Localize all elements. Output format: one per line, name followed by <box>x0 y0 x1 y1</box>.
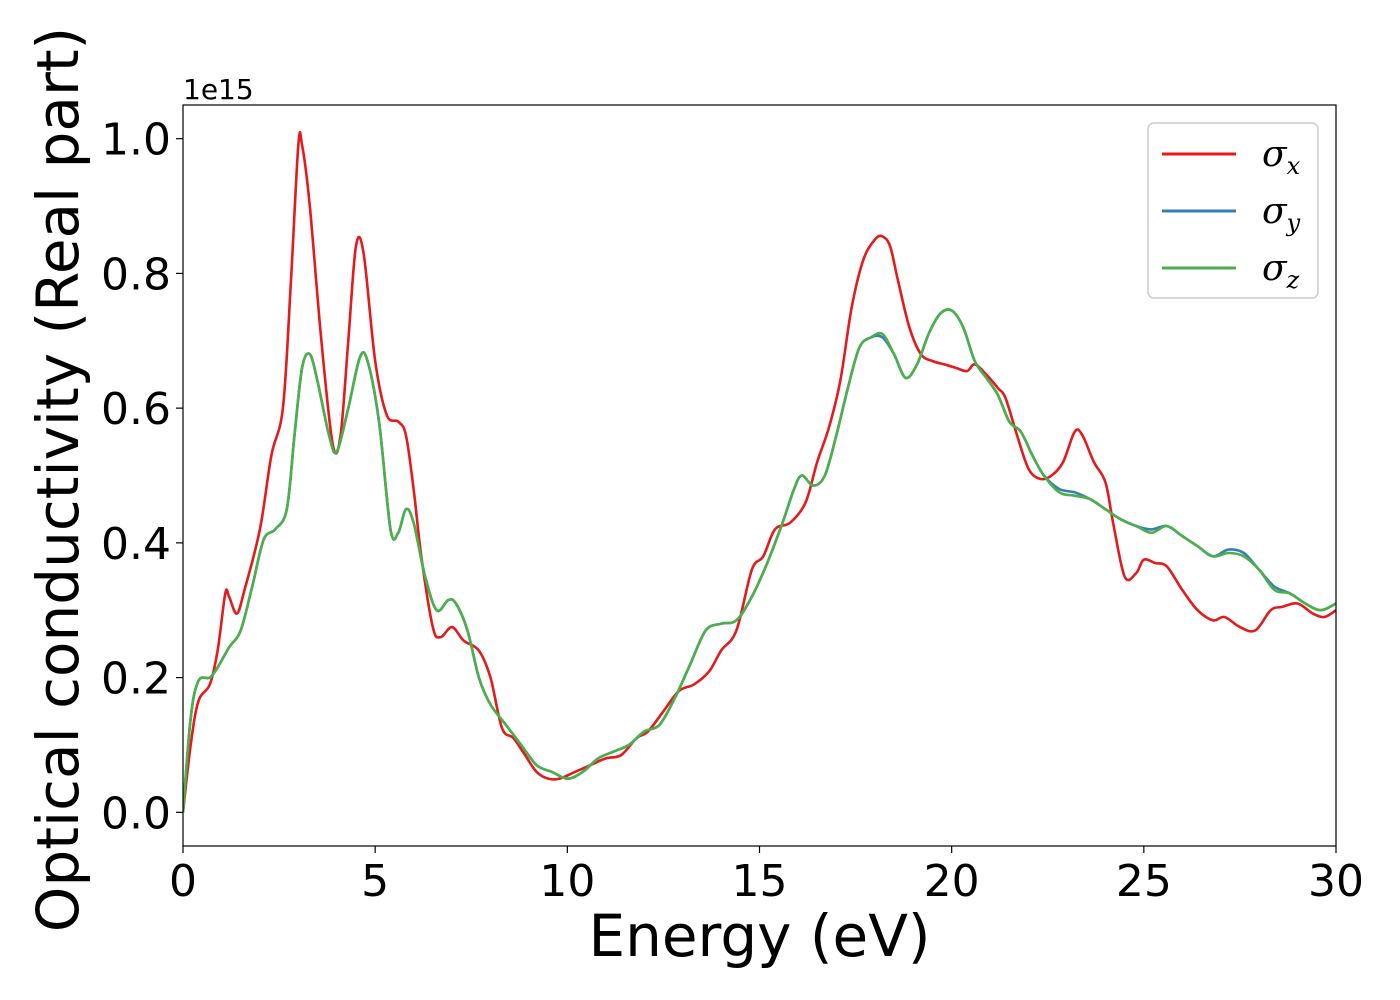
ticks-layer: 0 5 10 15 20 25 30 0.0 0.2 0.4 0.6 0.8 1.0 <box>101 115 1364 907</box>
y-axis-title: Optical conductivity (Real part) <box>24 27 92 932</box>
legend: σx σy σz <box>1147 122 1319 299</box>
legend-label-y: σy <box>1262 191 1301 237</box>
y-tick-label: 0.8 <box>101 249 171 300</box>
legend-label-z: σz <box>1262 248 1300 294</box>
x-tick-label: 10 <box>539 856 595 907</box>
legend-label-x: σx <box>1262 134 1301 180</box>
y-tick-label: 0.2 <box>101 654 171 705</box>
y-tick-label: 0.0 <box>101 788 171 839</box>
y-tick-label: 0.6 <box>101 384 171 435</box>
x-tick-label: 20 <box>924 856 980 907</box>
x-axis-title: Energy (eV) <box>588 902 930 970</box>
series-line-x <box>183 131 1336 813</box>
x-tick-label: 5 <box>361 856 389 907</box>
x-tick-label: 30 <box>1308 856 1364 907</box>
series-line-z <box>183 308 1336 813</box>
x-tick-label: 25 <box>1116 856 1172 907</box>
x-tick-label: 15 <box>732 856 788 907</box>
y-tick-label: 0.4 <box>101 519 171 570</box>
x-tick-label: 0 <box>169 856 197 907</box>
y-offset-label: 1e15 <box>183 73 254 106</box>
series-layer <box>183 131 1336 813</box>
y-tick-label: 1.0 <box>101 115 171 166</box>
